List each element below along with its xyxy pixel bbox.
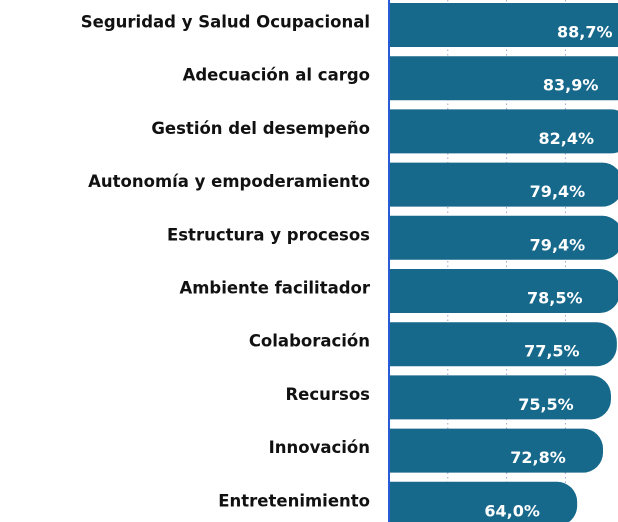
category-label: Ambiente facilitador: [179, 279, 370, 298]
value-label: 83,9%: [543, 76, 599, 95]
value-label: 79,4%: [530, 182, 586, 201]
category-label: Recursos: [285, 385, 370, 404]
bar: [389, 481, 578, 522]
bar: [389, 56, 618, 101]
bar: [389, 269, 618, 313]
value-label: 79,4%: [530, 235, 586, 254]
value-label: 82,4%: [538, 129, 594, 148]
category-label: Autonomía y empoderamiento: [88, 172, 370, 191]
bar: [389, 428, 604, 473]
bar: [389, 322, 617, 367]
category-label: Estructura y procesos: [167, 225, 370, 244]
bar: [389, 3, 618, 47]
category-label: Seguridad y Salud Ocupacional: [81, 13, 370, 32]
value-label: 72,8%: [510, 448, 566, 467]
value-label: 77,5%: [524, 342, 580, 361]
value-label: 64,0%: [484, 501, 540, 520]
bar: [389, 109, 618, 154]
category-label: Entretenimiento: [218, 491, 370, 510]
bar: [389, 375, 611, 420]
category-label: Colaboración: [249, 332, 370, 351]
category-label: Gestión del desempeño: [151, 119, 370, 138]
bar: [389, 162, 618, 207]
category-label: Innovación: [269, 438, 370, 457]
bar: [389, 215, 618, 260]
value-label: 75,5%: [518, 395, 574, 414]
value-label: 78,5%: [527, 289, 583, 308]
value-label: 88,7%: [557, 23, 613, 42]
category-label: Adecuación al cargo: [183, 66, 370, 85]
